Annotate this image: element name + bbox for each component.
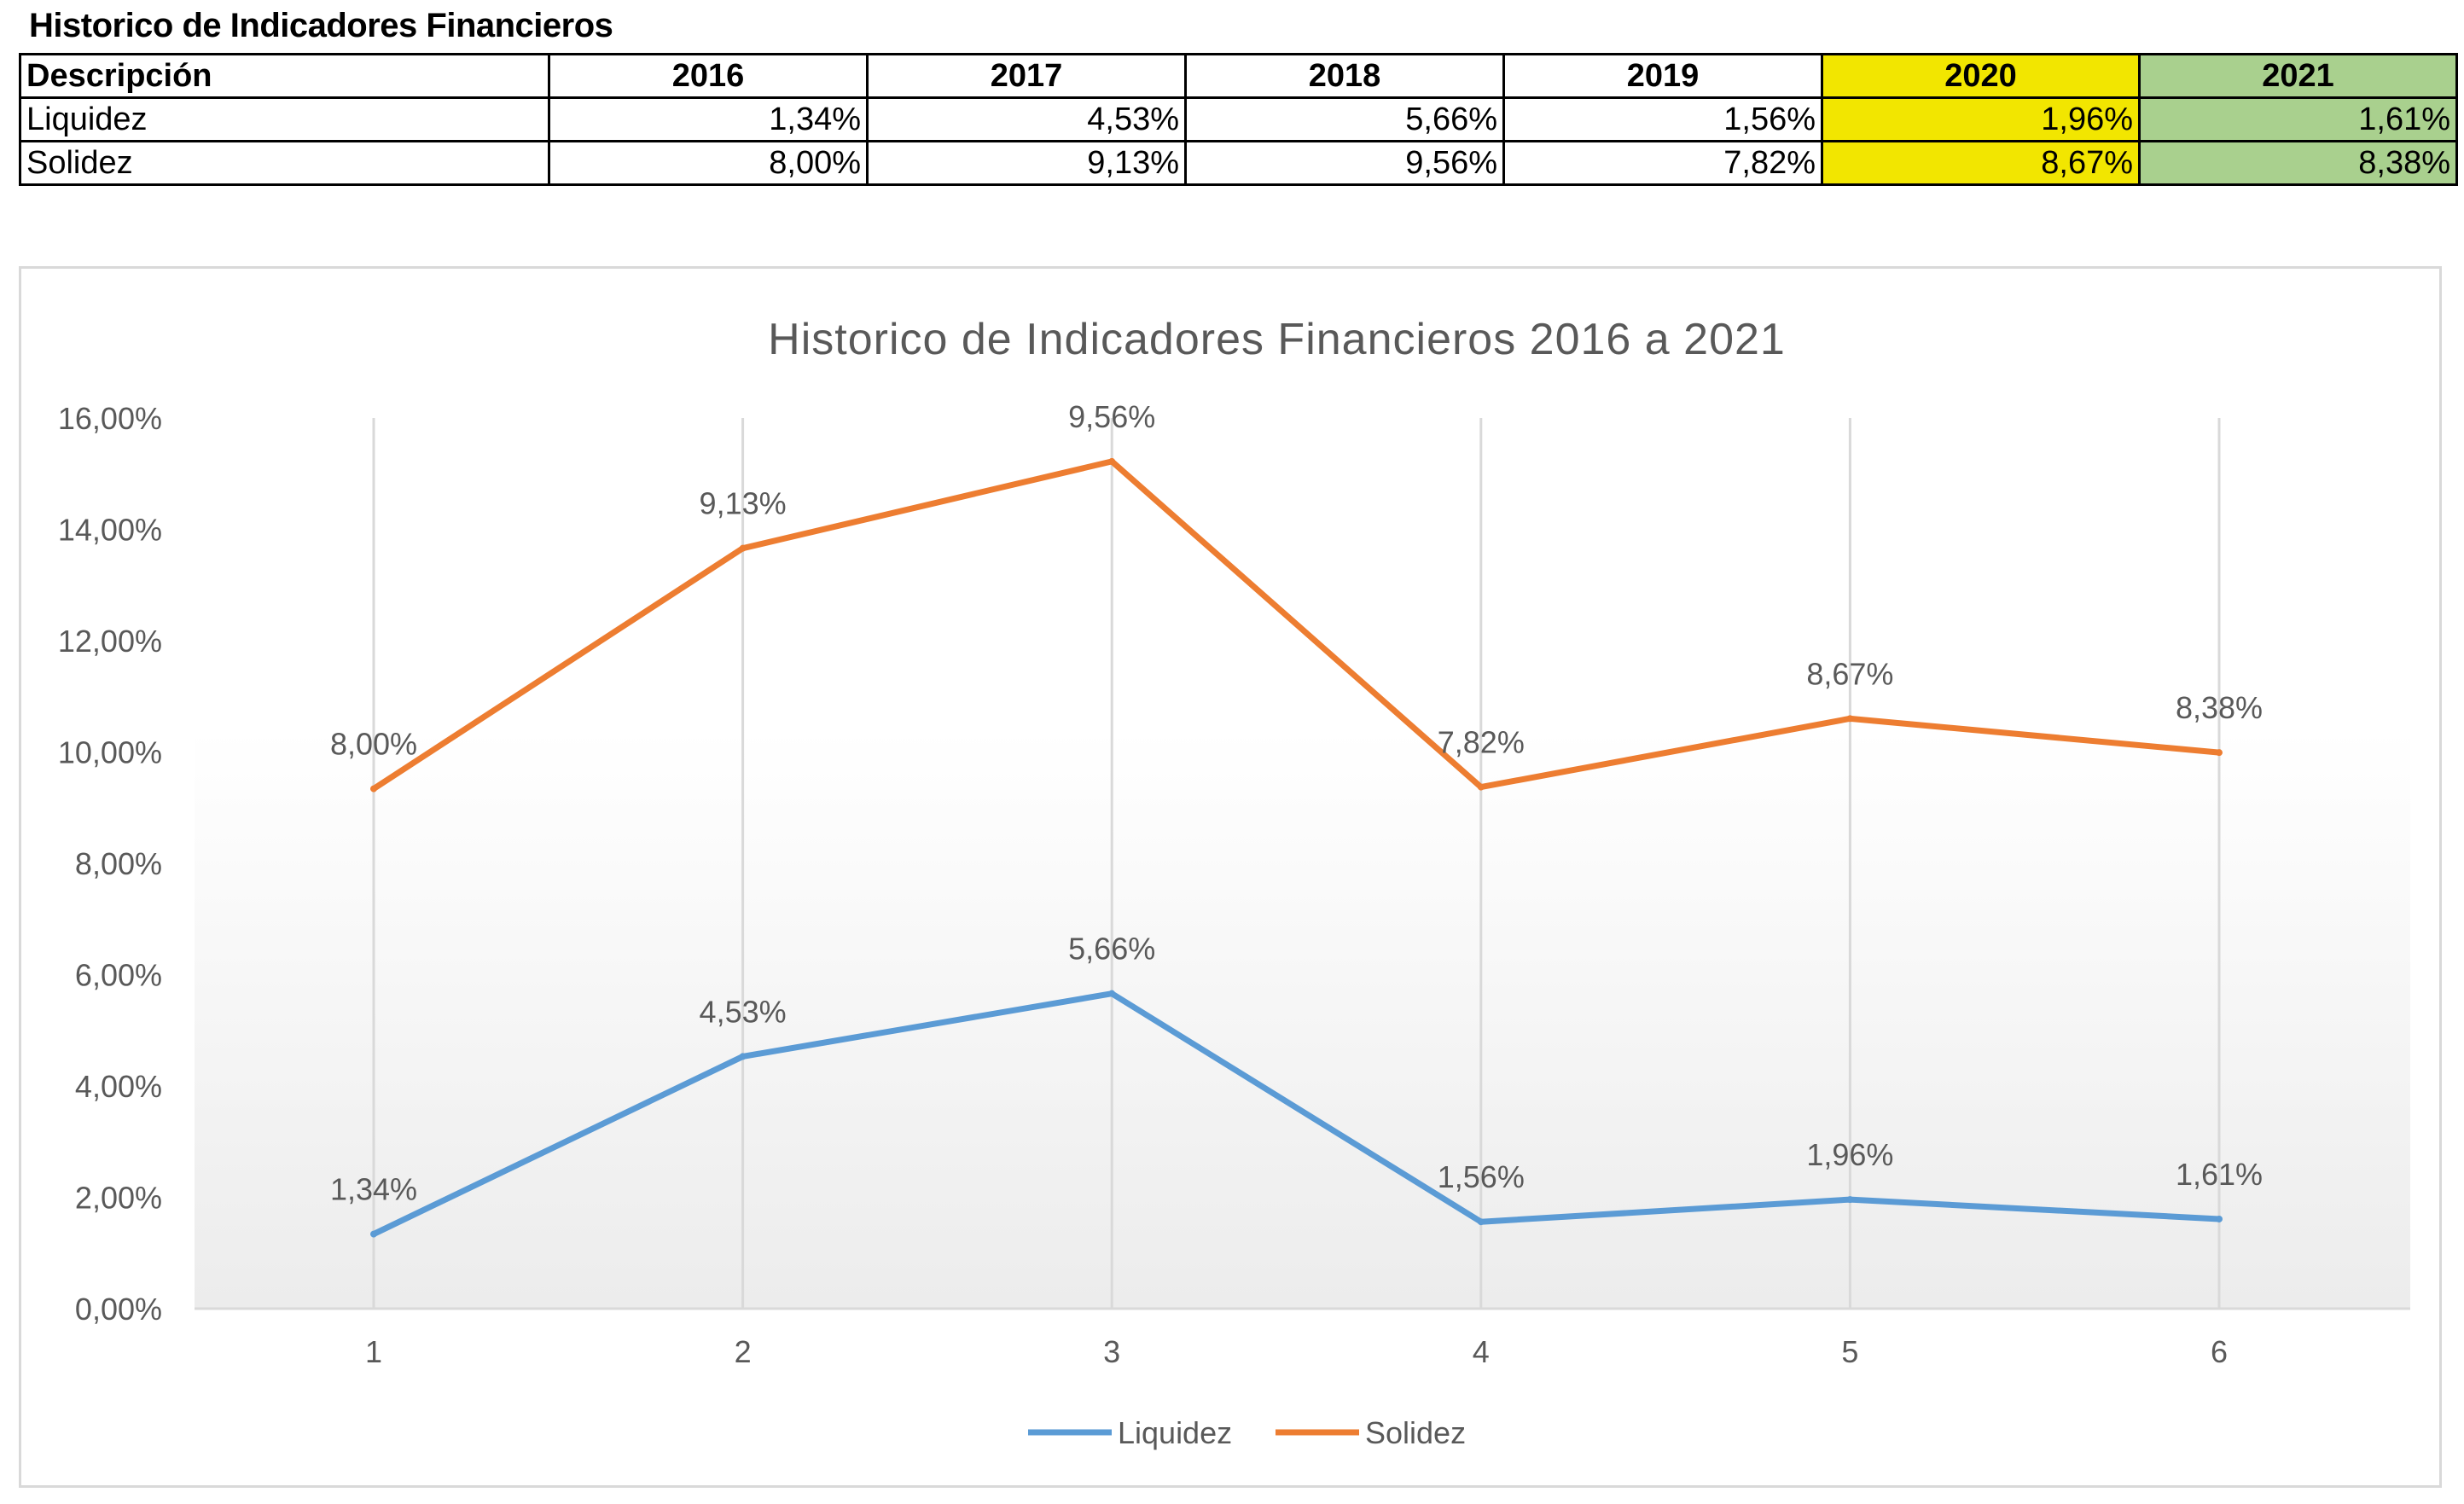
series xyxy=(370,457,2223,1238)
data-point xyxy=(739,1053,747,1060)
data-label: 9,13% xyxy=(700,486,787,521)
header-year[interactable]: 2019 xyxy=(1502,53,1823,99)
table-row: Liquidez 1,34% 4,53% 5,66% 1,56% 1,96% 1… xyxy=(19,96,2458,142)
x-tick-label: 5 xyxy=(1841,1334,1858,1369)
header-year[interactable]: 2020 xyxy=(1821,53,2141,99)
data-point xyxy=(2216,749,2223,757)
header-year[interactable]: 2018 xyxy=(1184,53,1505,99)
data-label: 1,34% xyxy=(330,1172,417,1207)
y-tick-label: 12,00% xyxy=(58,624,162,659)
data-point xyxy=(739,544,747,552)
data-label: 8,67% xyxy=(1806,656,1893,691)
chart-title: Historico de Indicadores Financieros 201… xyxy=(768,315,1786,364)
legend-label: Solidez xyxy=(1365,1415,1466,1450)
data-point xyxy=(1477,1218,1485,1226)
data-point xyxy=(1846,1196,1854,1204)
gridlines xyxy=(372,418,2221,1309)
data-point xyxy=(1108,457,1116,465)
table-header-row: Descripción 2016 2017 2018 2019 2020 202… xyxy=(19,53,2458,99)
y-tick-label: 4,00% xyxy=(75,1069,162,1104)
table-cell[interactable]: 5,66% xyxy=(1184,96,1505,142)
y-tick-label: 6,00% xyxy=(75,958,162,993)
data-point xyxy=(370,785,377,793)
chart-area[interactable]: 0,00% 2,00% 4,00% 6,00% 8,00% 10,00% 12,00% 14,… xyxy=(19,266,2442,1488)
plot-background xyxy=(195,418,2410,1309)
table-cell[interactable]: 1,61% xyxy=(2138,96,2458,142)
table-cell[interactable]: 8,00% xyxy=(548,140,869,186)
x-tick-label: 2 xyxy=(735,1334,752,1369)
table-cell[interactable]: 1,96% xyxy=(1821,96,2141,142)
data-label: 4,53% xyxy=(700,994,787,1029)
sheet-title: Historico de Indicadores Financieros xyxy=(29,7,613,44)
data-point xyxy=(1846,715,1854,723)
y-tick-label: 16,00% xyxy=(58,401,162,436)
data-label: 8,00% xyxy=(330,727,417,762)
table-cell[interactable]: 1,34% xyxy=(548,96,869,142)
data-labels: 1,34% 4,53% 5,66% 1,56% 1,96% 1,61% 8,00% 9,13%… xyxy=(330,399,2263,1207)
x-tick-label: 6 xyxy=(2211,1334,2228,1369)
table-cell[interactable]: 1,56% xyxy=(1502,96,1823,142)
y-tick-label: 0,00% xyxy=(75,1292,162,1327)
row-label[interactable]: Solidez xyxy=(19,140,550,186)
x-tick-label: 4 xyxy=(1473,1334,1490,1369)
data-point xyxy=(370,1230,377,1238)
y-tick-label: 2,00% xyxy=(75,1181,162,1216)
data-label: 9,56% xyxy=(1068,399,1155,434)
data-label: 5,66% xyxy=(1068,932,1155,967)
y-tick-label: 14,00% xyxy=(58,513,162,548)
data-label: 1,61% xyxy=(2176,1157,2263,1192)
axes: 0,00%2,00%4,00%6,00%8,00%10,00%12,00%14,… xyxy=(58,401,2410,1369)
y-tick-label: 10,00% xyxy=(58,735,162,770)
header-year[interactable]: 2016 xyxy=(548,53,869,99)
table-cell[interactable]: 7,82% xyxy=(1502,140,1823,186)
header-year[interactable]: 2017 xyxy=(866,53,1187,99)
x-tick-label: 1 xyxy=(365,1334,382,1369)
data-label: 1,56% xyxy=(1438,1159,1525,1194)
data-point xyxy=(2216,1215,2223,1222)
x-tick-label: 3 xyxy=(1103,1334,1120,1369)
data-label: 7,82% xyxy=(1438,725,1525,760)
header-year[interactable]: 2021 xyxy=(2138,53,2458,99)
line-chart: 0,00%2,00%4,00%6,00%8,00%10,00%12,00%14,… xyxy=(58,315,2410,1450)
row-label[interactable]: Liquidez xyxy=(19,96,550,142)
data-point xyxy=(1477,783,1485,791)
table-row: Solidez 8,00% 9,13% 9,56% 7,82% 8,67% 8,… xyxy=(19,140,2458,186)
legend-label: Liquidez xyxy=(1118,1415,1232,1450)
table-cell[interactable]: 9,13% xyxy=(866,140,1187,186)
indicators-table: Descripción 2016 2017 2018 2019 2020 202… xyxy=(19,53,2458,186)
data-label: 8,38% xyxy=(2176,690,2263,725)
data-point xyxy=(1108,990,1116,997)
y-tick-label: 8,00% xyxy=(75,846,162,881)
header-description[interactable]: Descripción xyxy=(19,53,550,99)
legend: Liquidez Solidez xyxy=(1028,1415,1466,1450)
table-cell[interactable]: 8,38% xyxy=(2138,140,2458,186)
series-line-liquidez xyxy=(370,990,2223,1238)
data-label: 1,96% xyxy=(1806,1137,1893,1172)
table-cell[interactable]: 8,67% xyxy=(1821,140,2141,186)
table-cell[interactable]: 9,56% xyxy=(1184,140,1505,186)
table-cell[interactable]: 4,53% xyxy=(866,96,1187,142)
series-line-solidez xyxy=(370,458,2223,793)
